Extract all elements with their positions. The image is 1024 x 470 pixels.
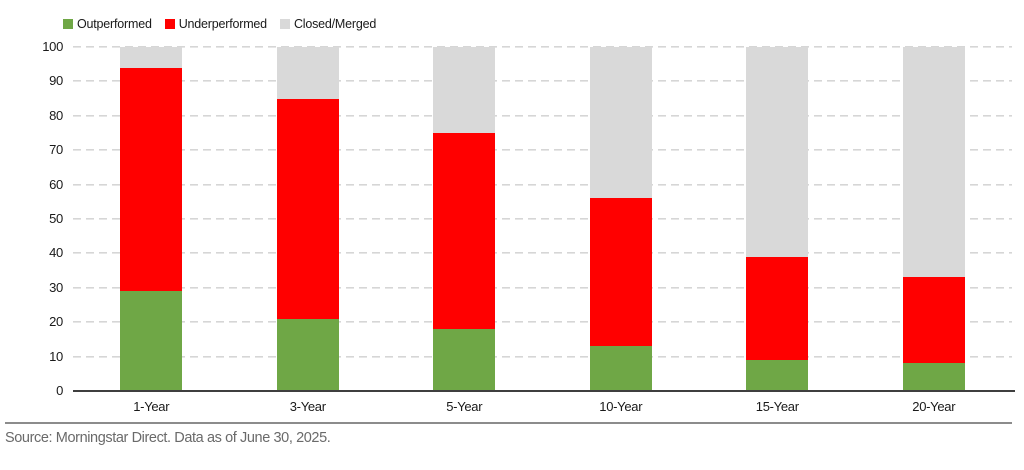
y-tick-label-30: 30 [49,279,63,295]
y-tick-label-80: 80 [49,107,63,123]
y-tick-label-100: 100 [42,39,63,54]
y-tick-label-20: 20 [49,314,63,330]
bar-slot-1-year [73,47,230,391]
gridline-10 [73,355,1012,358]
bar-segment-closed-merged [433,47,496,134]
source-note: Source: Morningstar Direct. Data as of J… [5,430,331,446]
x-axis-baseline [73,390,1015,392]
gridline-60 [73,183,1012,186]
bar-segment-underperformed [902,277,965,364]
y-tick-label-50: 50 [49,211,63,226]
gridline-30 [73,286,1012,289]
bar-segment-closed-merged [902,47,965,278]
bar-segment-underperformed [276,98,339,319]
gridline-100 [73,46,1012,48]
y-tick-label-70: 70 [49,142,63,158]
stacked-bar-1-year [120,47,183,391]
legend-item-outperformed: Outperformed [63,17,152,31]
bar-segment-underperformed [433,133,496,330]
bar-segment-outperformed [276,318,339,391]
bar-segment-underperformed [589,198,652,347]
y-axis: 0 10 20 30 40 50 60 70 80 90 100 [0,39,63,398]
x-tick-label-15-year: 15-Year [755,399,799,414]
gridline-80 [73,114,1012,117]
legend-swatch-icon [63,19,73,29]
y-tick-label-90: 90 [49,73,63,89]
legend-label: Closed/Merged [293,17,377,31]
legend-swatch-icon [279,19,290,29]
x-tick-label-3-year: 3-Year [289,399,326,414]
bar-slot-10-year [543,47,700,391]
gridline-20 [73,321,1012,324]
chart-legend: Outperformed Underperformed Closed/Merged [63,15,376,33]
y-tick-label-60: 60 [49,176,63,192]
bar-segment-closed-merged [589,47,652,199]
bar-segment-underperformed [120,67,183,292]
stacked-bar-10-year [589,47,652,391]
legend-label: Outperformed [77,17,152,31]
bar-segment-closed-merged [120,47,183,68]
gridline-40 [73,252,1012,255]
stacked-bar-3-year [276,47,339,391]
gridline-90 [73,80,1012,83]
plot-area [73,46,1015,392]
legend-item-closed-merged: Closed/Merged [279,17,377,31]
bar-segment-outperformed [746,360,809,391]
gridline-70 [73,149,1012,152]
legend-item-underperformed: Underperformed [164,17,267,31]
stacked-bar-5-year [433,47,496,391]
legend-label: Underperformed [178,17,267,31]
bar-segment-underperformed [746,256,809,361]
legend-swatch-icon [164,19,175,29]
bar-segment-closed-merged [276,47,339,99]
stacked-bar-20-year [902,47,965,391]
y-tick-label-40: 40 [49,245,63,261]
x-tick-label-5-year: 5-Year [446,399,483,414]
bar-segment-closed-merged [746,47,809,257]
bar-slot-3-year [230,47,387,391]
footer-separator [5,422,1012,424]
x-tick-label-20-year: 20-Year [912,399,956,414]
bar-slot-5-year [386,47,543,391]
bar-segment-outperformed [902,363,965,391]
bar-segment-outperformed [433,329,496,391]
bar-segment-outperformed [120,291,183,391]
x-tick-label-10-year: 10-Year [599,399,643,414]
x-tick-label-1-year: 1-Year [133,399,170,414]
stacked-bar-15-year [746,47,809,391]
bar-slot-15-year [699,47,856,391]
x-axis: 1-Year 3-Year 5-Year 10-Year 15-Year 20-Year [73,399,1012,415]
bar-segment-outperformed [589,346,652,391]
gridline-50 [73,218,1012,220]
bar-slot-20-year [856,47,1013,391]
y-tick-label-0: 0 [56,383,63,398]
y-tick-label-10: 10 [49,348,63,364]
